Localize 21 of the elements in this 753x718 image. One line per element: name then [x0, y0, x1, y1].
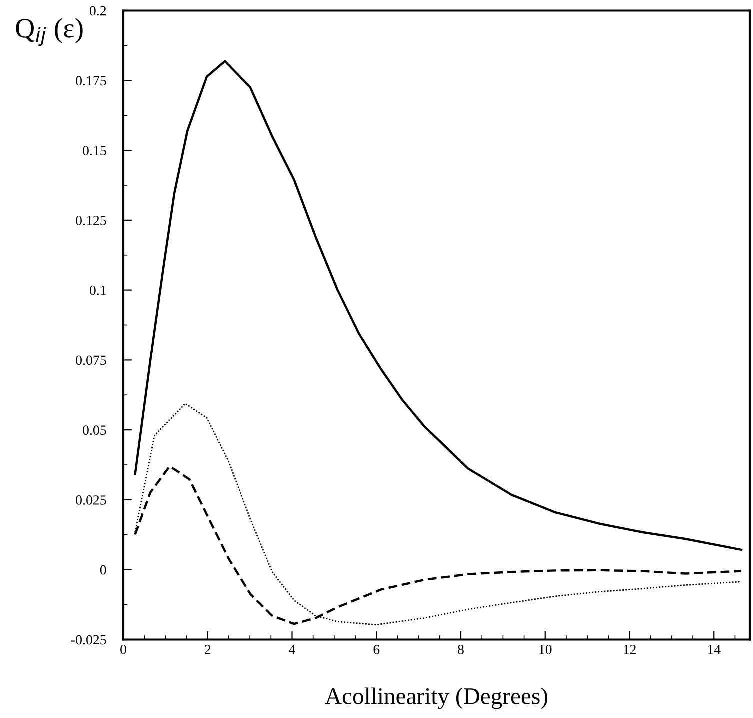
y-axis-title: Q$_{ij}$ (ε)	[16, 18, 83, 46]
y-tick-label: 0	[100, 565, 106, 575]
y-tick-label: 0.15	[83, 146, 106, 156]
x-tick-label: 4	[289, 645, 296, 654]
y-tick-label: 0.1	[90, 286, 106, 296]
x-tick-label: 10	[540, 645, 552, 654]
y-tick-label: 0.125	[76, 216, 106, 226]
x-tick-label: 8	[458, 645, 464, 654]
x-tick-label: 2	[205, 645, 211, 654]
y-tick-label: 0.05	[83, 426, 106, 436]
y-tick-label: 0.2	[90, 6, 106, 16]
y-tick-label: 0.025	[76, 496, 106, 505]
x-tick-label: 14	[708, 645, 721, 654]
x-tick-label: 6	[374, 645, 380, 654]
line-series	[134, 60, 743, 552]
x-tick-label: 0	[120, 645, 126, 654]
y-tick-label: 0.075	[76, 356, 106, 366]
y-tick-label: 0.175	[76, 76, 106, 86]
y-tick-label: -0.025	[71, 635, 106, 645]
x-tick-label: 12	[624, 645, 636, 654]
x-axis-title: Acollinearity (Degrees)	[325, 688, 548, 710]
